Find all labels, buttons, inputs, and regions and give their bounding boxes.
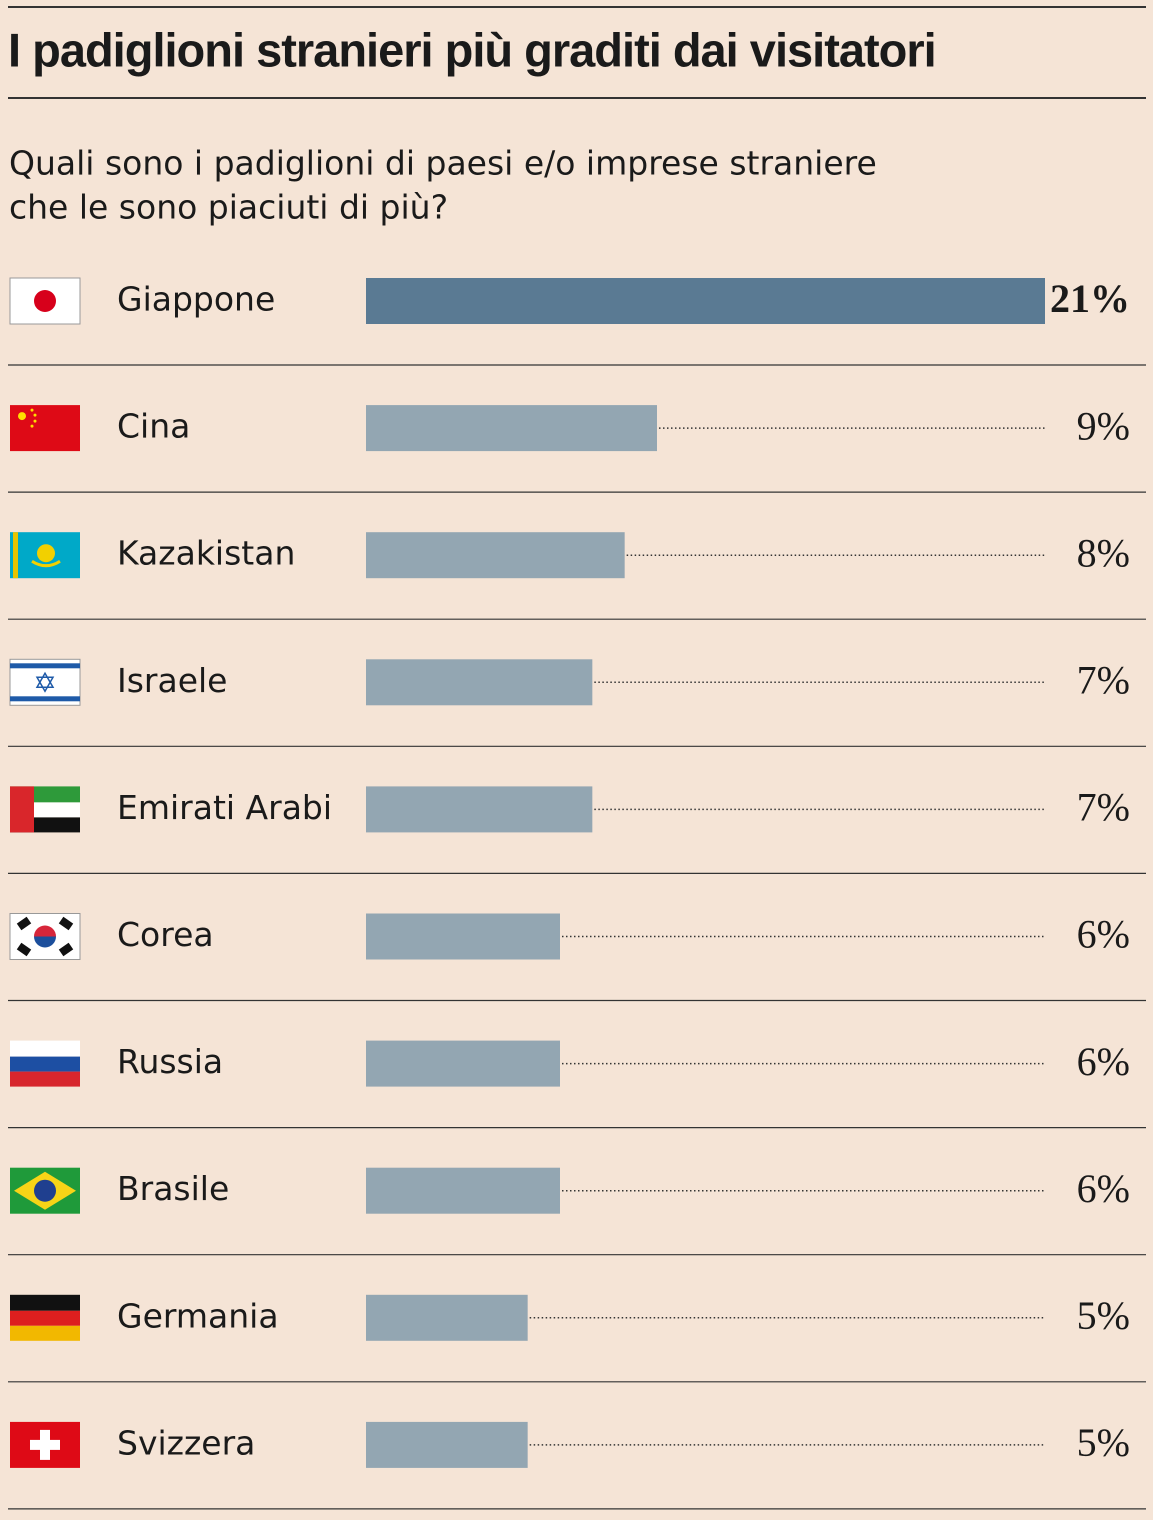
flag-stripe [10,1040,80,1057]
value-label: 21% [1050,276,1130,321]
category-label: Brasile [117,1169,229,1208]
flag-cross [30,1439,60,1450]
value-label: 5% [1077,1420,1130,1465]
flag [9,277,81,325]
bar [366,786,593,833]
category-label: Svizzera [117,1423,255,1462]
flag-taeguk [34,925,56,937]
flag-sun [37,544,55,563]
flag-trigram [58,916,74,931]
category-label: Corea [117,915,214,954]
flag-star [33,419,37,423]
flag [10,405,80,452]
flag [9,913,81,960]
bar [366,1294,528,1341]
flag-field [10,405,80,452]
flag [10,1167,80,1214]
value-label: 9% [1077,403,1130,448]
flag-star [18,412,26,421]
bar [366,532,625,579]
category-label: Israele [117,661,228,700]
flag-stripe [10,1071,80,1087]
bar [366,659,593,706]
flag [10,786,80,833]
bar [366,278,1045,324]
value-label: 6% [1077,1166,1130,1211]
value-label: 6% [1077,1039,1130,1084]
flag [10,1421,80,1468]
bar [366,405,657,452]
flag-trigram [58,942,74,957]
flag-trigram [16,942,32,957]
value-label: 7% [1077,657,1130,702]
category-label: Kazakistan [117,534,295,573]
category-label: Germania [117,1296,279,1335]
category-label: Russia [117,1042,223,1081]
bar [366,1040,560,1087]
flag-stripe [10,663,80,669]
flag-star [30,408,34,412]
flag-stripe [10,1294,80,1311]
category-label: Giappone [117,280,275,319]
flag [10,532,80,579]
subtitle: che le sono piaciuti di più? [9,188,448,227]
flag-star [35,671,55,693]
flag [10,1294,80,1341]
bar [366,1421,528,1468]
flag [10,1040,80,1087]
chart-title: I padiglioni stranieri più graditi dai v… [8,23,936,76]
flag-stripe [10,696,80,702]
flag-star [30,424,34,428]
value-label: 6% [1077,912,1130,957]
flag-stripe [13,532,18,579]
category-label: Emirati Arabi [117,788,332,827]
flag-disc [34,290,56,312]
flag [9,658,81,706]
flag-stripe [10,786,34,833]
category-label: Cina [117,407,190,446]
flag-stripe [10,1325,80,1341]
flag-trigram [16,916,32,931]
bar [366,1167,560,1214]
value-label: 7% [1077,785,1130,830]
flag-stripe [10,1310,80,1326]
value-label: 8% [1077,530,1130,575]
bar [366,913,560,960]
flag-globe [34,1179,56,1202]
flag-stripe [10,1056,80,1072]
flag-star [33,413,37,417]
value-label: 5% [1077,1293,1130,1338]
flag-eagle [31,559,61,568]
subtitle: Quali sono i padiglioni di paesi e/o imp… [9,144,877,183]
flag-taeguk [34,936,56,948]
